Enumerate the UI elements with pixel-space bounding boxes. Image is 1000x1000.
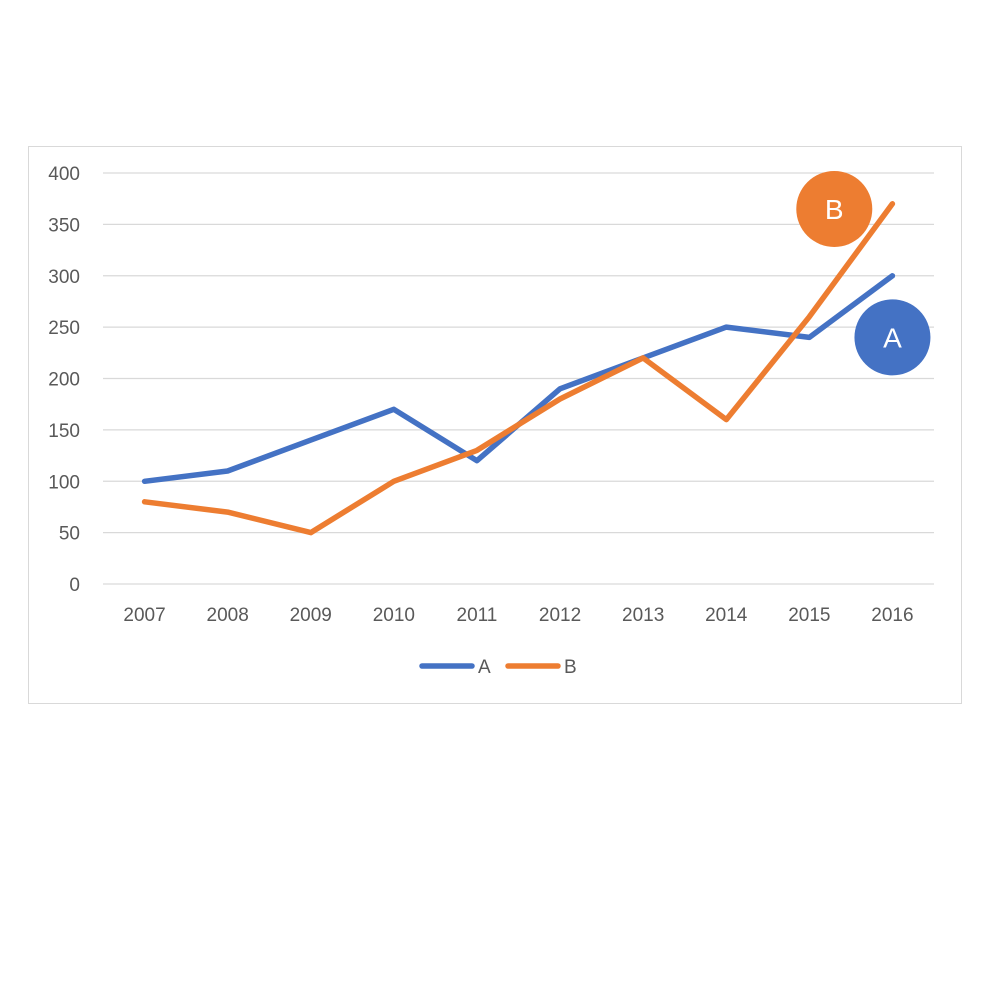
y-tick-label: 350 — [48, 215, 80, 236]
chart-frame — [28, 146, 962, 704]
legend-label: B — [564, 657, 577, 678]
y-tick-label: 100 — [48, 472, 80, 493]
badge-circle — [854, 299, 931, 376]
x-tick-label: 2008 — [207, 605, 249, 626]
y-tick-label: 250 — [48, 318, 80, 339]
x-tick-label: 2013 — [622, 605, 664, 626]
y-tick-label: 400 — [48, 164, 80, 185]
y-axis-ticks: 0 50 100 150 200 250 300 350 400 — [48, 164, 80, 596]
x-tick-label: 2007 — [123, 605, 165, 626]
y-tick-label: 50 — [59, 524, 80, 545]
series-badge-b: B — [796, 170, 873, 247]
badge-label: B — [825, 194, 844, 225]
legend-item-b: B — [505, 657, 577, 678]
gridlines — [103, 172, 934, 585]
series-badge-a: A — [854, 299, 931, 376]
y-tick-label: 150 — [48, 421, 80, 442]
badge-label: A — [883, 322, 902, 353]
badge-circle — [796, 170, 873, 247]
x-tick-label: 2016 — [871, 605, 913, 626]
y-tick-label: 0 — [69, 575, 80, 596]
series-badges: AB — [796, 170, 931, 376]
x-tick-label: 2015 — [788, 605, 830, 626]
x-axis-ticks: 2007 2008 2009 2010 2011 2012 2013 2014 2015 2016 — [123, 605, 913, 626]
legend-item-a: A — [419, 657, 491, 678]
series-lines — [141, 201, 896, 536]
x-tick-label: 2009 — [290, 605, 332, 626]
x-tick-label: 2011 — [457, 605, 498, 626]
y-tick-label: 300 — [48, 267, 80, 288]
x-tick-label: 2012 — [539, 605, 581, 626]
y-tick-label: 200 — [48, 370, 80, 391]
x-tick-label: 2010 — [373, 605, 415, 626]
x-tick-label: 2014 — [705, 605, 748, 626]
legend-label: A — [478, 657, 491, 678]
series-line-b — [141, 201, 896, 536]
